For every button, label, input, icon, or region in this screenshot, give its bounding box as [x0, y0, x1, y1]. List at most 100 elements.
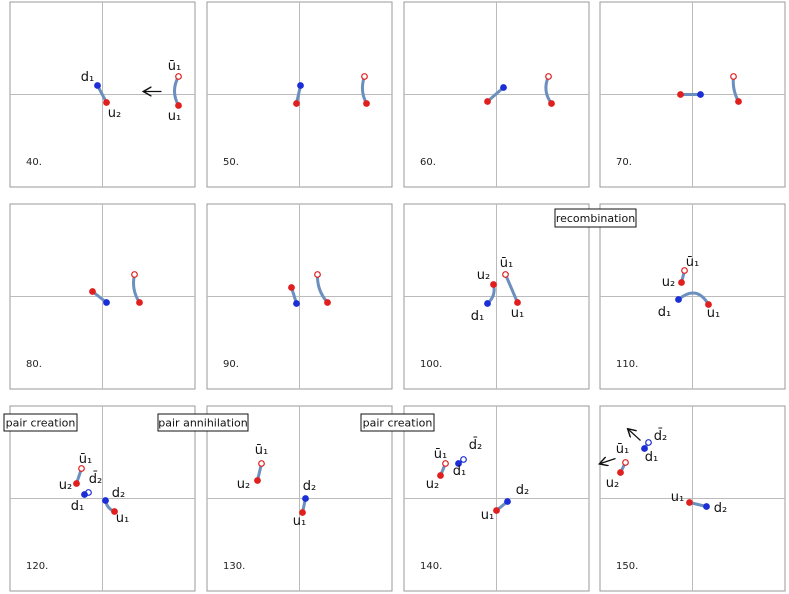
- quark: [622, 459, 629, 466]
- quark-label: ū₁: [79, 452, 92, 467]
- quark: [675, 296, 682, 303]
- frame-label: 150.: [616, 561, 638, 572]
- frame-label: 130.: [223, 561, 245, 572]
- quark-label: ū₁: [616, 442, 629, 457]
- quark-label: d₁: [71, 499, 84, 514]
- quark: [730, 73, 737, 80]
- banner: pair creation: [363, 417, 433, 430]
- quark: [677, 91, 684, 98]
- quark: [314, 271, 321, 278]
- frame-label: 50.: [223, 157, 239, 168]
- quark: [617, 469, 624, 476]
- quark-label: d₁: [453, 464, 466, 479]
- panel: 90.: [206, 203, 393, 390]
- quark-label: d₁: [645, 450, 658, 465]
- quark: [299, 509, 306, 516]
- string: [677, 291, 710, 306]
- frame-label: 140.: [420, 561, 442, 572]
- quark-label: u₁: [481, 508, 494, 523]
- quark-label: u₂: [426, 477, 439, 492]
- quark: [678, 279, 685, 286]
- quark: [500, 84, 507, 91]
- arrow: [601, 459, 616, 464]
- quark-label: d₁: [658, 305, 671, 320]
- quark: [175, 73, 182, 80]
- panel: 150. d̄₂ d₁ ū₁ u₂ u₁ d₂: [600, 405, 786, 592]
- quark: [484, 300, 491, 307]
- quark-label: u₁: [116, 511, 129, 526]
- quark-label: d̄₂: [469, 438, 482, 453]
- banner-box: [157, 413, 249, 432]
- quark: [73, 480, 80, 487]
- quark: [81, 491, 88, 498]
- quark-label: ū₁: [686, 255, 699, 270]
- quark-label: ū₁: [500, 256, 513, 271]
- quark: [361, 73, 368, 80]
- quark: [363, 100, 370, 107]
- quark: [111, 508, 118, 515]
- quark: [686, 499, 693, 506]
- quark: [493, 507, 500, 514]
- quark-label: d₂: [714, 501, 727, 516]
- quark-label: d₂: [516, 483, 529, 498]
- quark-label: ū₁: [168, 59, 181, 74]
- quark-label: u₁: [293, 514, 306, 529]
- quark: [94, 82, 101, 89]
- quark-label: u₂: [662, 275, 675, 290]
- quark-label: u₂: [606, 476, 619, 491]
- quark-label: d₂: [303, 479, 316, 494]
- quark: [455, 460, 462, 467]
- panel: 70.: [599, 1, 786, 188]
- quark-label: u₁: [671, 490, 684, 505]
- quark-label: u₁: [511, 306, 524, 321]
- frame-label: 100.: [420, 359, 442, 370]
- quark: [735, 98, 742, 105]
- quark: [293, 100, 300, 107]
- quark-label: d̄₂: [89, 472, 102, 487]
- quark-label: u₁: [707, 306, 720, 321]
- quark: [548, 100, 555, 107]
- quark-label: d̄₂: [654, 429, 667, 444]
- quark: [103, 99, 110, 106]
- banner-box: [554, 208, 637, 228]
- quark-label: u₂: [59, 478, 72, 493]
- banner-box: [360, 413, 435, 432]
- quark-label: u₁: [168, 109, 181, 124]
- quark: [502, 271, 509, 278]
- quark: [324, 299, 331, 306]
- panel: 110. ū₁ u₂ d₁ u₁ recombination: [554, 203, 786, 390]
- banner: pair annihilation: [158, 417, 247, 430]
- quark: [641, 445, 648, 452]
- quark: [504, 498, 511, 505]
- quark: [297, 82, 304, 89]
- quark-label: ū₁: [255, 443, 268, 458]
- quark: [89, 288, 96, 295]
- quark: [131, 271, 138, 278]
- quark-label: d₂: [112, 486, 125, 501]
- quark: [136, 299, 143, 306]
- quark: [254, 477, 261, 484]
- frame-label: 110.: [616, 359, 638, 370]
- panel: 140. ū₁ u₂ d̄₂d₁ d₂ u₁ pair creation: [360, 405, 590, 592]
- quark: [645, 439, 652, 446]
- banner-box: [3, 413, 78, 432]
- frame-label: 60.: [420, 157, 436, 168]
- quark: [681, 267, 688, 274]
- frame-label: 70.: [616, 157, 632, 168]
- quark: [703, 503, 710, 510]
- quark-label: d₁: [471, 309, 484, 324]
- banner: pair creation: [6, 417, 76, 430]
- frame-label: 90.: [223, 359, 239, 370]
- quark: [175, 102, 182, 109]
- panel: 80.: [9, 203, 196, 390]
- quark: [460, 456, 467, 463]
- quark: [705, 301, 712, 308]
- quark-label: u₂: [237, 477, 250, 492]
- quark-label: u₂: [108, 106, 121, 121]
- quark-label: d₁: [81, 70, 94, 85]
- panel: 120. ū₁ u₂ d̄₂ d₁ d₂ u₁ pair creation: [3, 405, 196, 592]
- panel: 50.: [206, 1, 393, 188]
- quark: [484, 98, 491, 105]
- quark-label: u₂: [477, 268, 490, 283]
